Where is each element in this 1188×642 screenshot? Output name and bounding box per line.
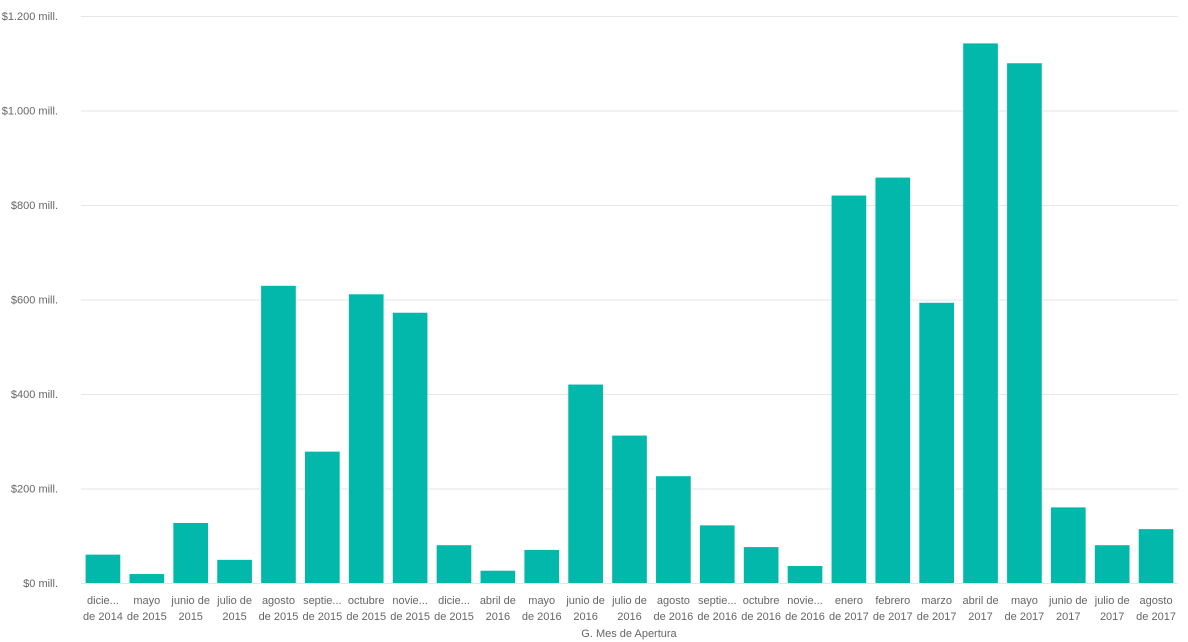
x-tick-label: agosto de 2017	[1136, 595, 1176, 623]
y-tick-label: $800 mill.	[11, 200, 58, 212]
y-tick-label: $1.000 mill.	[2, 106, 58, 118]
bar[interactable]	[85, 554, 121, 583]
x-tick-label: febrero de 2017	[873, 595, 913, 623]
x-tick-label: mayo de 2017	[1005, 595, 1045, 623]
bar[interactable]	[217, 559, 252, 583]
y-tick-label: $0 mill.	[23, 578, 58, 590]
y-tick-label: $600 mill.	[11, 295, 58, 307]
x-tick-label: abril de 2016	[480, 595, 516, 623]
bar[interactable]	[787, 565, 823, 583]
x-tick-label: agosto de 2016	[653, 595, 693, 623]
x-tick-label: dicie... de 2014	[83, 595, 123, 623]
bar[interactable]	[261, 285, 296, 583]
bar[interactable]	[656, 476, 691, 583]
bar[interactable]	[699, 525, 735, 583]
x-tick-label: junio de 2015	[170, 595, 210, 623]
x-tick-label: novie... de 2015	[390, 595, 430, 623]
x-tick-label: septie... de 2015	[302, 595, 342, 623]
x-tick-label: junio de 2017	[1048, 595, 1088, 623]
x-tick-label: mayo de 2016	[522, 595, 562, 623]
bar[interactable]	[1138, 529, 1174, 583]
x-tick-label: agosto de 2015	[259, 595, 299, 623]
bar[interactable]	[129, 574, 165, 583]
bar[interactable]	[612, 435, 647, 583]
bar[interactable]	[305, 451, 340, 583]
x-tick-label: abril de 2017	[963, 595, 999, 623]
x-tick-label: octubre de 2015	[346, 595, 386, 623]
bar[interactable]	[480, 570, 516, 583]
bar[interactable]	[1094, 545, 1130, 583]
x-tick-label: junio de 2016	[565, 595, 605, 623]
bar[interactable]	[392, 312, 428, 583]
x-tick-label: julio de 2017	[1094, 595, 1130, 623]
x-tick-label: novie... de 2016	[785, 595, 825, 623]
x-tick-label: septie... de 2016	[697, 595, 737, 623]
x-axis-label: G. Mes de Apertura	[581, 628, 677, 640]
bars	[85, 43, 1174, 584]
bar[interactable]	[568, 384, 603, 583]
x-tick-label: mayo de 2015	[127, 595, 167, 623]
bar[interactable]	[173, 522, 209, 583]
y-axis-ticks: $0 mill. $200 mill. $400 mill. $600 mill. $8…	[2, 11, 58, 590]
bar[interactable]	[875, 177, 911, 583]
bar[interactable]	[348, 294, 384, 583]
y-tick-label: $200 mill.	[11, 484, 58, 496]
bar[interactable]	[1050, 507, 1086, 583]
x-tick-label: enero de 2017	[829, 595, 869, 623]
bar[interactable]	[524, 549, 560, 583]
bar[interactable]	[436, 545, 472, 583]
x-tick-label: julio de 2016	[611, 595, 647, 623]
y-tick-label: $1.200 mill.	[2, 11, 58, 23]
bar[interactable]	[831, 195, 867, 584]
bar[interactable]	[963, 43, 998, 583]
bar[interactable]	[1007, 63, 1042, 583]
bar[interactable]	[743, 547, 779, 583]
x-tick-label: octubre de 2016	[741, 595, 781, 623]
x-tick-label: julio de 2015	[216, 595, 252, 623]
x-tick-label: marzo de 2017	[917, 595, 957, 623]
bar[interactable]	[919, 302, 954, 583]
y-tick-label: $400 mill.	[11, 389, 58, 401]
x-tick-label: dicie... de 2015	[434, 595, 474, 623]
